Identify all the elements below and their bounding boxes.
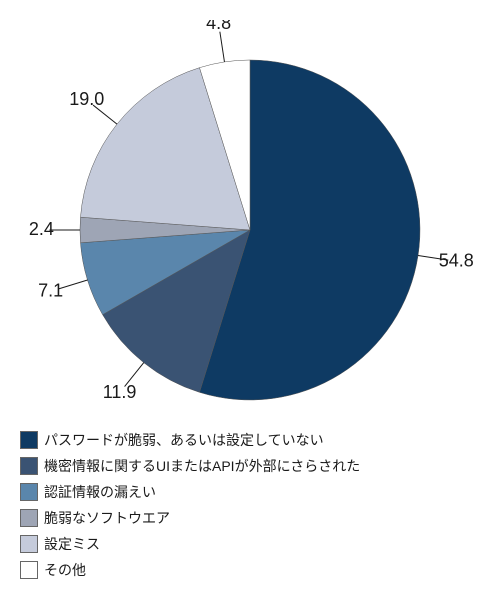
legend-label: 認証情報の漏えい (44, 482, 156, 502)
slice-value-label: 19.0 (69, 89, 104, 109)
legend-item: 脆弱なソフトウエア (20, 508, 480, 528)
slice-value-label: 11.9 (103, 382, 137, 402)
legend-swatch (20, 483, 38, 501)
legend-label: パスワードが脆弱、あるいは設定していない (44, 430, 324, 450)
pie-svg: 54.8 11.9 7.1 2.4 19.0 4.8 (20, 20, 480, 420)
pie-chart: 54.8 11.9 7.1 2.4 19.0 4.8 (20, 20, 480, 420)
legend-label: その他 (44, 560, 86, 580)
legend-item: 認証情報の漏えい (20, 482, 480, 502)
legend-label: 機密情報に関するUIまたはAPIが外部にさらされた (44, 456, 360, 476)
legend-swatch (20, 561, 38, 579)
legend: パスワードが脆弱、あるいは設定していない機密情報に関するUIまたはAPIが外部に… (20, 430, 480, 580)
legend-swatch (20, 535, 38, 553)
legend-item: パスワードが脆弱、あるいは設定していない (20, 430, 480, 450)
slice-value-label: 2.4 (29, 219, 54, 239)
slice-value-label: 4.8 (206, 20, 231, 33)
legend-label: 脆弱なソフトウエア (44, 508, 170, 528)
legend-item: 機密情報に関するUIまたはAPIが外部にさらされた (20, 456, 480, 476)
legend-item: 設定ミス (20, 534, 480, 554)
slice-value-label: 54.8 (439, 250, 474, 270)
legend-swatch (20, 431, 38, 449)
legend-item: その他 (20, 560, 480, 580)
slice-value-label: 7.1 (38, 280, 63, 300)
legend-swatch (20, 457, 38, 475)
legend-swatch (20, 509, 38, 527)
leader-line (220, 32, 225, 62)
legend-label: 設定ミス (44, 534, 100, 554)
